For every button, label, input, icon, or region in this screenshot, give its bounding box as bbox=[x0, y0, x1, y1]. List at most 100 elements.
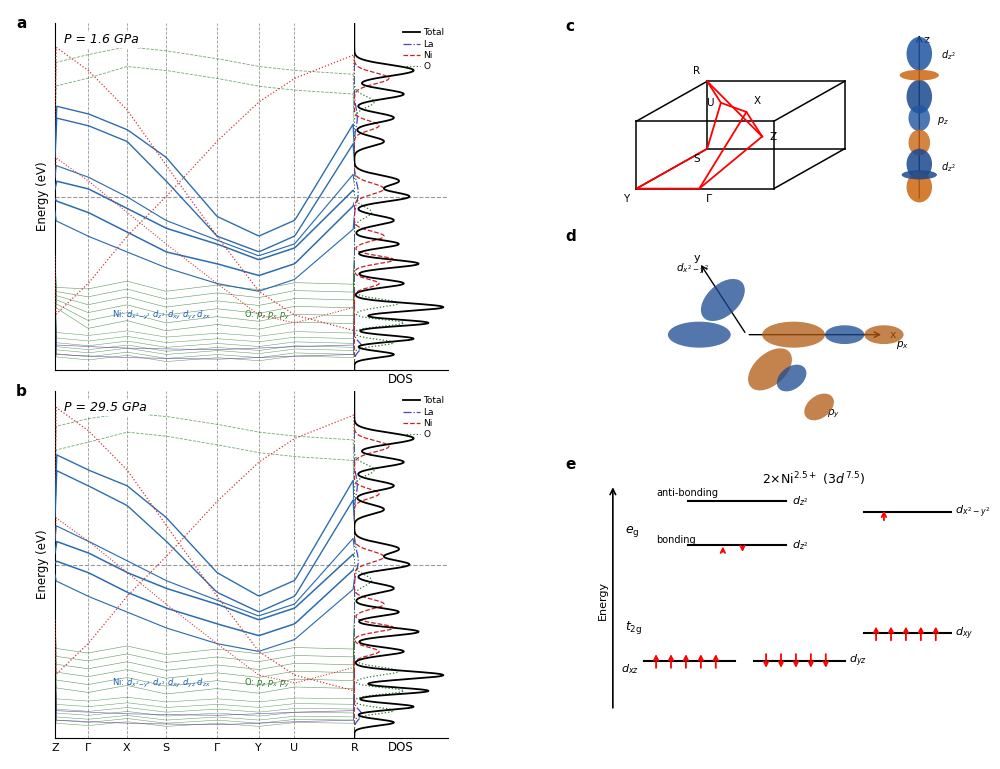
Text: bonding: bonding bbox=[656, 534, 696, 544]
Total bbox=[348, 734, 360, 743]
X-axis label: DOS: DOS bbox=[388, 373, 414, 386]
Text: Γ: Γ bbox=[706, 194, 713, 204]
La bbox=[348, 644, 360, 654]
Ni bbox=[349, 134, 361, 143]
O bbox=[365, 577, 377, 586]
Total bbox=[361, 577, 373, 586]
Ni bbox=[348, 365, 360, 375]
Text: O: $p_z$ $p_x$ $p_y$: O: $p_z$ $p_x$ $p_y$ bbox=[244, 677, 290, 690]
Ellipse shape bbox=[908, 105, 930, 131]
Total bbox=[348, 365, 360, 375]
Ellipse shape bbox=[902, 170, 937, 179]
Text: U: U bbox=[706, 98, 714, 108]
Text: $t_{\rm 2g}$: $t_{\rm 2g}$ bbox=[625, 619, 642, 637]
Line: La: La bbox=[354, 23, 362, 370]
Total bbox=[355, 105, 367, 114]
O bbox=[348, 18, 360, 28]
La bbox=[349, 577, 361, 586]
La bbox=[349, 502, 361, 511]
Text: Ni: $d_{x^2\!-\!y^2}$ $d_{z^2}$ $d_{xy}$ $d_{yz}$ $d_{zx}$: Ni: $d_{x^2\!-\!y^2}$ $d_{z^2}$ $d_{xy}$… bbox=[112, 308, 211, 321]
La bbox=[350, 472, 362, 481]
La bbox=[348, 18, 360, 28]
Legend: Total, La, Ni, O: Total, La, Ni, O bbox=[402, 28, 445, 72]
Ni bbox=[348, 305, 360, 314]
Text: d: d bbox=[566, 229, 576, 245]
Ellipse shape bbox=[907, 148, 932, 179]
Text: O: $p_z$ $p_x$ $p_y$: O: $p_z$ $p_x$ $p_y$ bbox=[244, 308, 290, 321]
Total bbox=[348, 387, 360, 396]
Text: Y: Y bbox=[623, 194, 629, 204]
O bbox=[348, 276, 360, 285]
Total bbox=[389, 644, 401, 654]
Text: $p_y$: $p_y$ bbox=[827, 408, 840, 421]
Ellipse shape bbox=[907, 171, 932, 202]
Ni bbox=[348, 472, 360, 481]
Text: a: a bbox=[16, 16, 26, 31]
Total bbox=[355, 472, 367, 481]
Text: $d_{xy}$: $d_{xy}$ bbox=[955, 625, 973, 641]
La bbox=[348, 529, 360, 538]
Text: $p_z$: $p_z$ bbox=[937, 115, 949, 127]
Total bbox=[349, 161, 361, 170]
Ellipse shape bbox=[907, 37, 932, 71]
Ellipse shape bbox=[825, 325, 864, 344]
La bbox=[349, 208, 361, 218]
O bbox=[348, 134, 360, 143]
O bbox=[348, 387, 360, 396]
Text: 2×Ni$^{2.5+}$ (3$d\,^{7.5}$): 2×Ni$^{2.5+}$ (3$d\,^{7.5}$) bbox=[762, 471, 865, 488]
O bbox=[365, 208, 377, 218]
La bbox=[348, 734, 360, 743]
Text: $d_{x^2-y^2}$: $d_{x^2-y^2}$ bbox=[955, 504, 990, 520]
Line: Total: Total bbox=[354, 23, 443, 370]
Ellipse shape bbox=[804, 394, 834, 421]
Ni bbox=[369, 644, 381, 654]
Ni bbox=[348, 577, 360, 586]
Y-axis label: Energy (eV): Energy (eV) bbox=[36, 161, 49, 231]
Text: $d_{x^2-y^2}$: $d_{x^2-y^2}$ bbox=[676, 261, 709, 276]
Ni bbox=[348, 529, 360, 538]
Text: y: y bbox=[693, 253, 700, 263]
Line: Total: Total bbox=[354, 391, 443, 738]
La bbox=[350, 105, 362, 114]
Text: X: X bbox=[754, 96, 761, 106]
La bbox=[348, 305, 360, 314]
Line: O: O bbox=[354, 391, 404, 738]
X-axis label: DOS: DOS bbox=[388, 741, 414, 754]
La bbox=[348, 365, 360, 375]
Text: $d_{xz}$: $d_{xz}$ bbox=[621, 662, 639, 676]
Ellipse shape bbox=[907, 80, 932, 114]
Ni bbox=[348, 734, 360, 743]
Ellipse shape bbox=[864, 325, 904, 344]
Total bbox=[373, 502, 385, 511]
Ellipse shape bbox=[701, 279, 745, 321]
Text: P = 1.6 GPa: P = 1.6 GPa bbox=[64, 34, 139, 46]
O bbox=[348, 502, 360, 511]
O bbox=[348, 644, 360, 654]
O bbox=[364, 305, 376, 314]
Text: c: c bbox=[566, 19, 575, 35]
Text: S: S bbox=[693, 155, 700, 165]
Text: Ni: $d_{x^2\!-\!y^2}$ $d_{z^2}$ $d_{xy}$ $d_{yz}$ $d_{zx}$: Ni: $d_{x^2\!-\!y^2}$ $d_{z^2}$ $d_{xy}$… bbox=[112, 677, 211, 690]
Text: e: e bbox=[566, 457, 576, 472]
Ni bbox=[348, 387, 360, 396]
Line: Ni: Ni bbox=[354, 391, 394, 738]
Text: R: R bbox=[693, 66, 700, 76]
Total bbox=[348, 18, 360, 28]
Y-axis label: Energy (eV): Energy (eV) bbox=[36, 530, 49, 600]
Legend: Total, La, Ni, O: Total, La, Ni, O bbox=[402, 395, 445, 440]
Total bbox=[361, 208, 373, 218]
Text: x: x bbox=[890, 330, 896, 340]
O bbox=[348, 734, 360, 743]
Total bbox=[430, 305, 442, 314]
Text: $d_{z^2}$: $d_{z^2}$ bbox=[792, 538, 808, 552]
La bbox=[348, 276, 360, 285]
Ellipse shape bbox=[668, 321, 731, 348]
Ni bbox=[348, 161, 360, 170]
Line: O: O bbox=[354, 23, 404, 370]
Text: $d_{z^2}$: $d_{z^2}$ bbox=[941, 160, 956, 174]
Line: Ni: Ni bbox=[354, 23, 394, 370]
Text: $d_{yz}$: $d_{yz}$ bbox=[849, 653, 866, 669]
Total bbox=[349, 529, 361, 538]
O bbox=[357, 472, 369, 481]
Total bbox=[430, 672, 442, 681]
